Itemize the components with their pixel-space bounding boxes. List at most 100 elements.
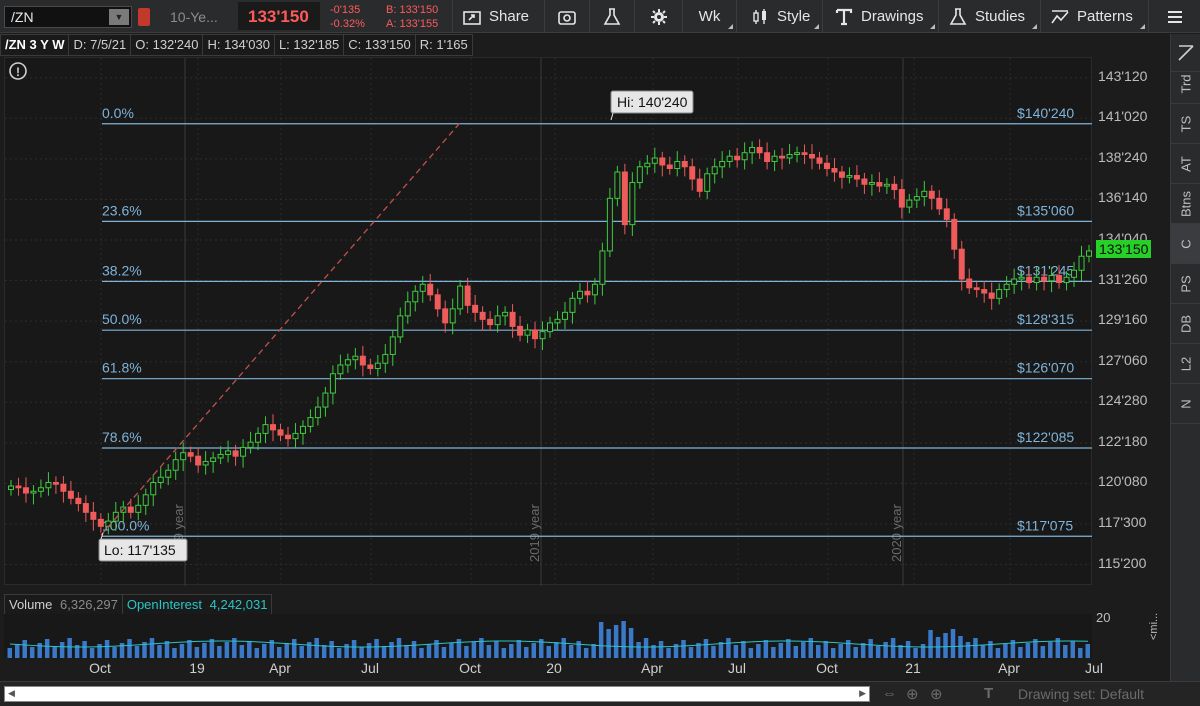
crosshair-icon[interactable]: ⊕ bbox=[906, 686, 919, 703]
volume-bar bbox=[82, 641, 87, 658]
volume-bar bbox=[741, 641, 746, 658]
date-axis[interactable]: Oct 19 Apr Jul Oct 20 Apr Jul Oct 21 Apr Jul bbox=[4, 658, 1103, 680]
volume-bar bbox=[1078, 648, 1083, 658]
sidebar-tab-ts[interactable]: TS bbox=[1171, 104, 1200, 144]
settings-button[interactable] bbox=[634, 0, 682, 33]
volume-bar bbox=[89, 648, 95, 658]
volume-bar bbox=[883, 642, 888, 658]
pan-icon[interactable]: ⇔ bbox=[882, 685, 897, 702]
link-flag-icon[interactable] bbox=[138, 8, 150, 26]
sidebar-tab-c[interactable]: C bbox=[1171, 224, 1200, 264]
volume-value: 6,326,297 bbox=[60, 597, 118, 612]
volume-bar bbox=[209, 639, 215, 658]
candle-body bbox=[958, 248, 965, 280]
gear-icon bbox=[650, 8, 667, 25]
candle-body bbox=[764, 152, 771, 162]
sidebar-tab-l2[interactable]: L2 bbox=[1171, 344, 1200, 384]
candle-body bbox=[576, 290, 583, 299]
candle-body bbox=[202, 460, 209, 466]
scroll-left-icon[interactable]: ◀ bbox=[8, 688, 15, 698]
style-button[interactable]: Style bbox=[736, 0, 822, 33]
volume-bar bbox=[366, 643, 372, 658]
candle-body bbox=[591, 283, 598, 296]
sidebar-tab-label: C bbox=[1178, 238, 1194, 249]
candle-body bbox=[651, 157, 658, 164]
menu-button[interactable] bbox=[1148, 0, 1200, 33]
volume-bar bbox=[59, 642, 65, 658]
candle-body bbox=[1033, 276, 1040, 284]
drawings-button[interactable]: Drawings bbox=[822, 0, 938, 33]
symbol-dropdown-icon[interactable]: ▼ bbox=[109, 9, 129, 25]
year-marker-label: 2020 year bbox=[889, 504, 904, 562]
chart-style-icon[interactable] bbox=[1171, 34, 1200, 72]
volume-chart[interactable] bbox=[4, 614, 1092, 658]
sidebar-tab-n[interactable]: N bbox=[1171, 384, 1200, 424]
date-tick-label: Oct bbox=[816, 660, 838, 676]
patterns-button[interactable]: Patterns bbox=[1040, 0, 1148, 33]
fib-price-label: $131'245 bbox=[1017, 262, 1074, 278]
candle-body bbox=[509, 311, 516, 327]
snapshot-button[interactable] bbox=[544, 0, 589, 33]
scroll-right-icon[interactable]: ▶ bbox=[859, 688, 866, 698]
candle-body bbox=[801, 152, 808, 155]
right-sidebar: Trd TS AT Btns C PS DB L2 N bbox=[1170, 34, 1200, 684]
sidebar-tab-trd[interactable]: Trd bbox=[1171, 64, 1200, 104]
chart-symbol-label[interactable]: /ZN 3 Y W bbox=[0, 34, 70, 56]
time-scrollbar[interactable]: ◀ ▶ bbox=[4, 686, 870, 702]
timeframe-button[interactable]: Wk bbox=[682, 0, 736, 33]
volume-bar bbox=[801, 642, 806, 658]
volume-bar bbox=[636, 642, 641, 658]
volume-bar bbox=[419, 648, 424, 658]
zoom-icon[interactable]: ⊕ bbox=[930, 686, 943, 703]
volume-bar bbox=[142, 642, 147, 658]
volume-bar bbox=[314, 638, 319, 658]
volume-bar bbox=[1048, 642, 1053, 658]
candle-body bbox=[943, 208, 950, 220]
candle-body bbox=[1041, 276, 1048, 282]
volume-bar bbox=[920, 644, 926, 658]
volume-bar bbox=[568, 645, 574, 658]
sidebar-tab-ps[interactable]: PS bbox=[1171, 264, 1200, 304]
close-value: C: 133'150 bbox=[343, 34, 416, 56]
volume-bar bbox=[471, 642, 477, 658]
volume-bar bbox=[254, 648, 260, 658]
symbol-input[interactable]: /ZN ▼ bbox=[4, 6, 132, 28]
volume-bar bbox=[464, 646, 469, 658]
volume-bar bbox=[576, 641, 581, 658]
candle-body bbox=[614, 171, 621, 199]
volume-bar bbox=[434, 640, 439, 658]
candle-body bbox=[771, 155, 778, 162]
volume-bar bbox=[553, 642, 559, 658]
candle-body bbox=[749, 146, 756, 154]
price-axis[interactable]: 143'120 141'020 138'240 136'140 134'040 131'2… bbox=[1092, 57, 1168, 585]
volume-bar bbox=[336, 648, 342, 658]
candle-body bbox=[135, 504, 142, 513]
volume-bar bbox=[67, 638, 72, 658]
share-button[interactable]: Share bbox=[452, 0, 544, 33]
volume-bar bbox=[164, 641, 170, 658]
candle-body bbox=[517, 325, 524, 336]
open-interest-title: OpenInterest bbox=[126, 597, 202, 612]
drawing-set-label[interactable]: Drawing set: Default bbox=[1018, 686, 1145, 702]
sidebar-tab-btns[interactable]: Btns bbox=[1171, 184, 1200, 224]
volume-bar bbox=[501, 648, 507, 658]
fib-trend-line bbox=[100, 122, 461, 536]
fib-level-label: 38.2% bbox=[102, 262, 142, 278]
volume-bar bbox=[157, 645, 162, 658]
ohlc-infobar: /ZN 3 Y W D: 7/5/21 O: 132'240 H: 134'03… bbox=[0, 34, 473, 56]
sidebar-tab-at[interactable]: AT bbox=[1171, 144, 1200, 184]
candle-body bbox=[382, 353, 389, 364]
flask-button[interactable] bbox=[589, 0, 634, 33]
volume-bar bbox=[202, 643, 207, 658]
candle-body bbox=[374, 362, 381, 369]
volume-bar bbox=[546, 646, 551, 658]
text-tool-icon[interactable]: T bbox=[984, 685, 994, 702]
price-chart[interactable]: 2019 year 2019 year 2020 year 0.0% $140'240 2… bbox=[4, 57, 1096, 586]
volume-bar bbox=[995, 648, 1001, 658]
candle-body bbox=[292, 432, 299, 440]
studies-flask-icon bbox=[949, 7, 967, 25]
sidebar-tab-db[interactable]: DB bbox=[1171, 304, 1200, 344]
corner-arrow-icon bbox=[930, 24, 935, 29]
studies-button[interactable]: Studies bbox=[938, 0, 1040, 33]
bid-price: B: 133'150 bbox=[386, 4, 439, 16]
